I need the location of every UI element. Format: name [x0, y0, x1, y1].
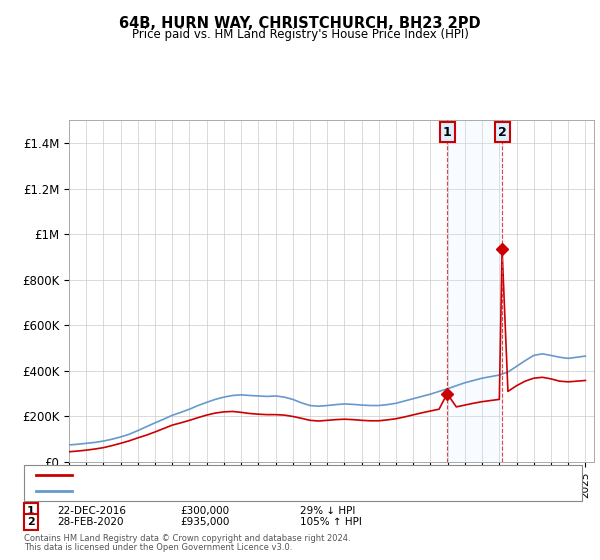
Bar	[447, 120, 502, 462]
Text: 64B, HURN WAY, CHRISTCHURCH, BH23 2PD: 64B, HURN WAY, CHRISTCHURCH, BH23 2PD	[119, 16, 481, 31]
Text: 1: 1	[443, 125, 452, 138]
Text: This data is licensed under the Open Government Licence v3.0.: This data is licensed under the Open Gov…	[24, 543, 292, 552]
Text: 28-FEB-2020: 28-FEB-2020	[57, 517, 124, 527]
Text: £300,000: £300,000	[180, 506, 229, 516]
Text: Price paid vs. HM Land Registry's House Price Index (HPI): Price paid vs. HM Land Registry's House …	[131, 28, 469, 41]
Text: Contains HM Land Registry data © Crown copyright and database right 2024.: Contains HM Land Registry data © Crown c…	[24, 534, 350, 543]
Text: 64B, HURN WAY, CHRISTCHURCH, BH23 2PD (detached house): 64B, HURN WAY, CHRISTCHURCH, BH23 2PD (d…	[78, 470, 384, 480]
Text: HPI: Average price, detached house, Bournemouth Christchurch and Poole: HPI: Average price, detached house, Bour…	[78, 486, 442, 496]
Text: 105% ↑ HPI: 105% ↑ HPI	[300, 517, 362, 527]
Text: 1: 1	[27, 506, 35, 516]
Text: 2: 2	[498, 125, 506, 138]
Text: £935,000: £935,000	[180, 517, 229, 527]
Text: 2: 2	[27, 517, 35, 527]
Text: 29% ↓ HPI: 29% ↓ HPI	[300, 506, 355, 516]
Text: 22-DEC-2016: 22-DEC-2016	[57, 506, 126, 516]
